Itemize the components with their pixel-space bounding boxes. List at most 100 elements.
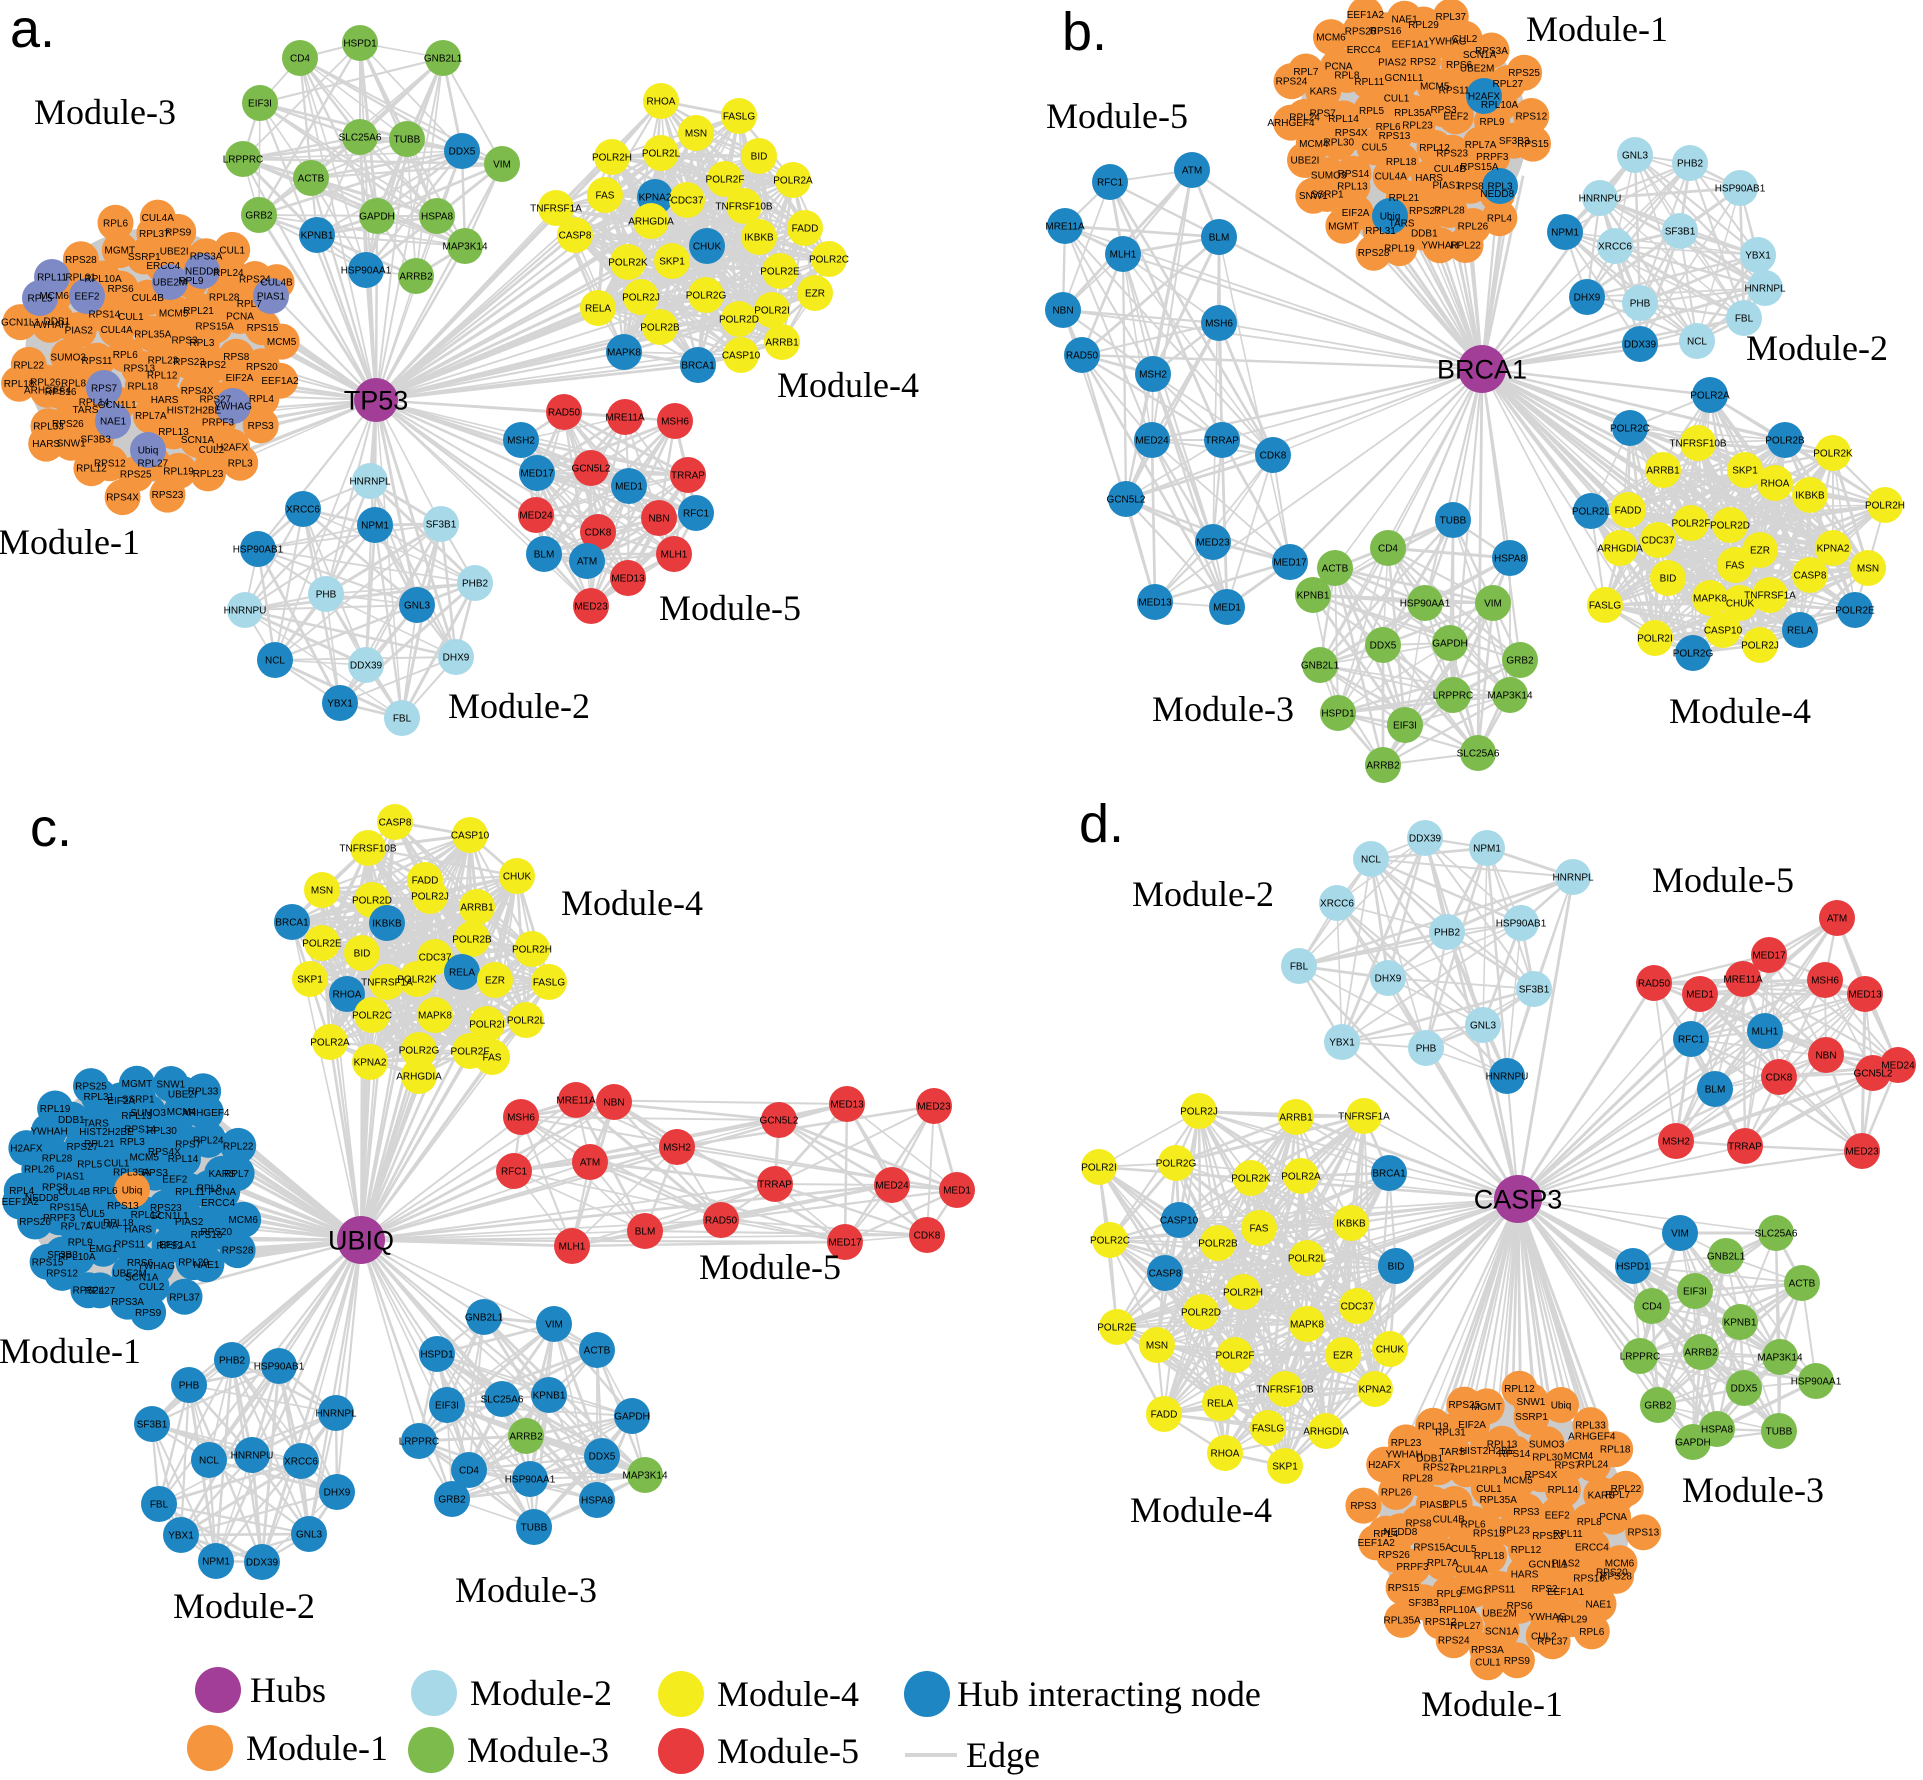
svg-text:EEF2: EEF2 [162,1175,187,1186]
svg-text:CUL2: CUL2 [1452,34,1478,45]
svg-text:GNB2L1: GNB2L1 [1301,661,1340,672]
svg-text:POLR2J: POLR2J [622,293,660,304]
svg-text:RPS3: RPS3 [171,335,198,346]
svg-text:SF3B1: SF3B1 [1665,227,1696,238]
svg-text:POLR2C: POLR2C [1090,1236,1130,1247]
svg-text:RPS15A: RPS15A [50,1203,89,1214]
svg-text:RPS13: RPS13 [1473,1528,1505,1539]
svg-text:RPS24: RPS24 [73,1286,105,1297]
svg-text:Module-5: Module-5 [1046,96,1188,136]
svg-text:GAPDH: GAPDH [1432,639,1468,650]
svg-text:KPNA2: KPNA2 [354,1058,387,1069]
svg-text:CDK8: CDK8 [1260,451,1287,462]
svg-text:CDC37: CDC37 [419,953,452,964]
svg-text:NEDD8: NEDD8 [25,1193,59,1204]
svg-text:POLR2G: POLR2G [1673,649,1714,660]
svg-text:YBX1: YBX1 [168,1531,194,1542]
svg-text:RPL21: RPL21 [1389,193,1420,204]
svg-text:RPL8: RPL8 [1577,1517,1602,1528]
svg-text:RPL5: RPL5 [1359,106,1384,117]
svg-text:EZR: EZR [805,289,825,300]
svg-text:YWHAG: YWHAG [1529,1612,1567,1623]
svg-text:LRPPRC: LRPPRC [1433,691,1474,702]
svg-text:MED23: MED23 [917,1102,951,1113]
svg-text:NCL: NCL [265,656,285,667]
svg-text:RPL35A: RPL35A [1394,108,1432,119]
svg-text:POLR2A: POLR2A [1690,391,1730,402]
svg-text:TNFRSF10B: TNFRSF10B [715,202,773,213]
svg-text:GNB2L1: GNB2L1 [1707,1252,1746,1263]
svg-text:RPS7: RPS7 [1554,1461,1581,1472]
svg-text:RPS27: RPS27 [199,395,231,406]
svg-text:FBL: FBL [150,1500,169,1511]
svg-text:DDB1: DDB1 [1416,1453,1443,1464]
svg-text:RPL33: RPL33 [33,422,64,433]
svg-text:TARS: TARS [1389,219,1415,230]
svg-text:RPL19: RPL19 [40,1104,71,1115]
svg-text:RPL13: RPL13 [158,427,189,438]
svg-text:H2AFX: H2AFX [216,442,249,453]
svg-text:NAE1: NAE1 [1585,1600,1612,1611]
svg-text:RPL29: RPL29 [1557,1615,1588,1626]
svg-text:RPL9: RPL9 [1479,117,1504,128]
svg-text:RPL18: RPL18 [128,382,159,393]
svg-text:RPS14: RPS14 [124,1124,156,1135]
svg-text:UBE2M: UBE2M [153,278,187,289]
svg-text:RAD50: RAD50 [1066,351,1099,362]
svg-text:DDX39: DDX39 [1624,340,1657,351]
svg-text:Module-2: Module-2 [470,1673,612,1713]
svg-text:RPS20: RPS20 [1596,1567,1628,1578]
svg-text:POLR2I: POLR2I [754,306,790,317]
svg-text:RPL35A: RPL35A [134,329,172,340]
svg-text:LRPPRC: LRPPRC [1620,1352,1661,1363]
svg-text:MCM5: MCM5 [159,308,189,319]
svg-text:PIAS1: PIAS1 [1420,1500,1449,1511]
svg-text:POLR2K: POLR2K [397,975,437,986]
svg-text:POLR2L: POLR2L [507,1016,546,1027]
svg-text:CD4: CD4 [459,1466,479,1477]
svg-text:UBE2M: UBE2M [1482,1608,1516,1619]
svg-text:EEF1A2: EEF1A2 [2,1197,40,1208]
svg-text:RPS6: RPS6 [1507,1601,1534,1612]
svg-text:POLR2F: POLR2F [451,1047,490,1058]
svg-text:POLR2H: POLR2H [1865,501,1905,512]
svg-text:RPL22: RPL22 [14,360,45,371]
svg-text:CUL5: CUL5 [1451,1544,1477,1555]
svg-text:RPS3A: RPS3A [1475,46,1508,57]
svg-text:NCL: NCL [199,1456,219,1467]
svg-text:ARHGDIA: ARHGDIA [1303,1427,1349,1438]
svg-text:HNRNPL: HNRNPL [1744,284,1786,295]
svg-text:RPL35A: RPL35A [1383,1615,1421,1626]
svg-text:GCN1L1: GCN1L1 [1385,73,1424,84]
svg-text:MAP3K14: MAP3K14 [442,242,487,253]
svg-text:CUL2: CUL2 [1531,1631,1557,1642]
svg-text:RPS12: RPS12 [94,459,126,470]
svg-text:Module-4: Module-4 [777,365,919,405]
svg-text:YWHAG: YWHAG [137,1261,175,1272]
svg-text:H2AFX: H2AFX [10,1144,43,1155]
svg-text:RELA: RELA [585,304,611,315]
svg-text:RPL19: RPL19 [1384,244,1415,255]
svg-text:GAPDH: GAPDH [614,1412,650,1423]
svg-text:ATM: ATM [580,1158,600,1169]
svg-text:RPL37: RPL37 [139,229,170,240]
svg-text:POLR2D: POLR2D [1181,1308,1221,1319]
svg-text:RPS26: RPS26 [1378,1550,1410,1561]
svg-text:RPS24: RPS24 [239,275,271,286]
svg-text:RPS28: RPS28 [1358,248,1390,259]
svg-text:RPL10A: RPL10A [84,274,122,285]
svg-text:RHOA: RHOA [333,990,362,1001]
svg-text:RPS6: RPS6 [108,284,135,295]
svg-text:RPS2: RPS2 [200,360,227,371]
svg-text:HSP90AA1: HSP90AA1 [505,1475,556,1486]
svg-text:RPS20: RPS20 [200,1227,232,1238]
svg-text:EEF1A1: EEF1A1 [1392,40,1430,51]
svg-text:RPS15: RPS15 [1517,139,1549,150]
svg-text:MSN: MSN [685,129,707,140]
svg-text:RPS11: RPS11 [114,1239,145,1250]
svg-text:RPL30: RPL30 [146,1126,177,1137]
svg-text:POLR2F: POLR2F [1672,519,1711,530]
svg-text:EIF3I: EIF3I [248,99,272,110]
svg-text:RELA: RELA [1787,626,1813,637]
svg-text:MED13: MED13 [1138,598,1172,609]
